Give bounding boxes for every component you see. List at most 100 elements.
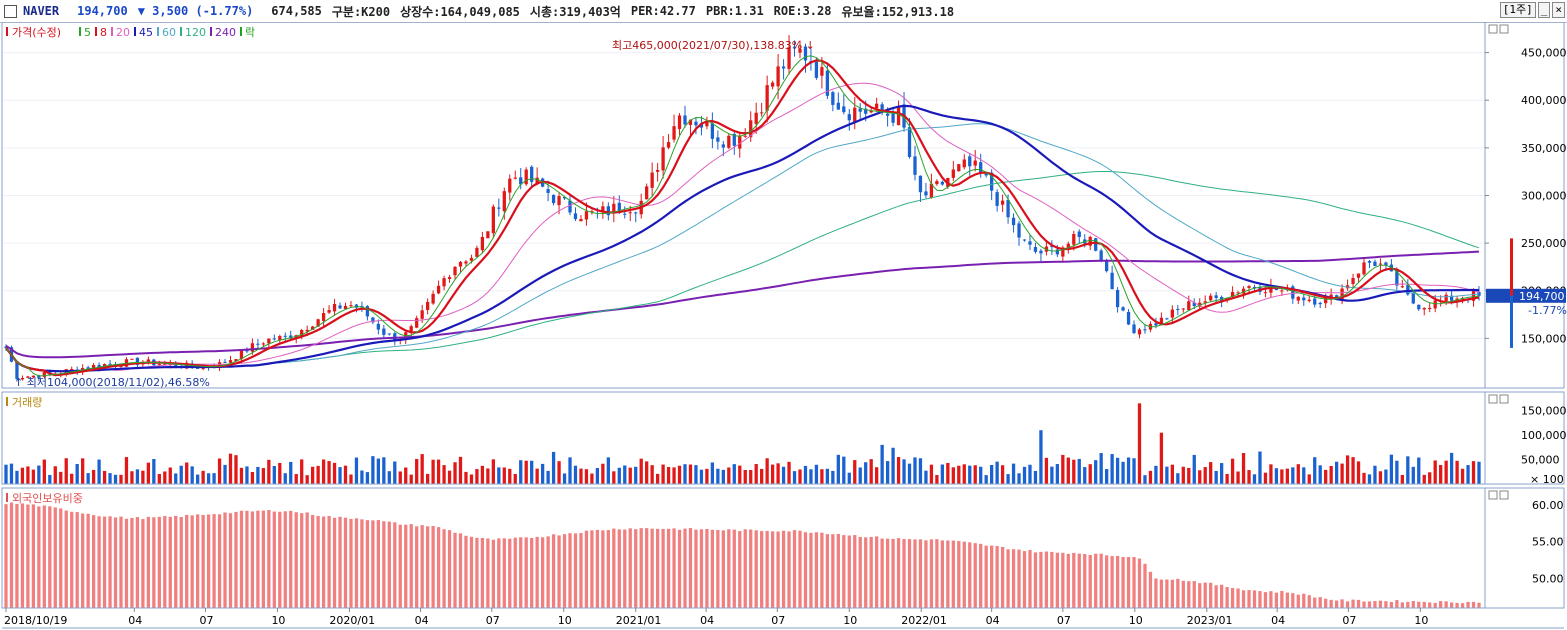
volume-bar bbox=[617, 467, 621, 484]
foreign-ratio-bar bbox=[86, 513, 90, 608]
foreign-ratio-bar bbox=[617, 529, 621, 608]
chart-labels: 가격(수정) 5 8 20 45 60 120 240 락최고465,000(2021/07/3… bbox=[4, 26, 1567, 627]
volume-bar bbox=[1439, 465, 1443, 484]
candle-body bbox=[1110, 272, 1114, 290]
foreign-ratio-bar bbox=[409, 524, 413, 608]
volume-bar bbox=[1077, 458, 1081, 484]
candle-body bbox=[300, 330, 304, 337]
volume-bar bbox=[907, 463, 912, 484]
candle-body bbox=[530, 166, 534, 182]
volume-bar bbox=[321, 459, 326, 484]
volume-bar bbox=[1362, 472, 1366, 484]
foreign-ratio-bar bbox=[792, 530, 797, 608]
foreign-ratio-bar bbox=[415, 526, 419, 608]
foreign-ratio-bar bbox=[973, 543, 977, 608]
foreign-ratio-bar bbox=[376, 520, 380, 608]
moving-averages bbox=[5, 55, 1480, 377]
candle-body bbox=[86, 367, 90, 369]
candle-body bbox=[1137, 329, 1142, 335]
candle-body bbox=[688, 119, 693, 125]
candle-body bbox=[1340, 288, 1344, 300]
foreign-ratio-bar bbox=[1176, 578, 1180, 608]
candle-body bbox=[464, 261, 468, 264]
volume-bar bbox=[223, 464, 227, 484]
foreign-ratio-bar bbox=[1241, 590, 1246, 608]
foreign-ratio-bar bbox=[962, 541, 966, 608]
volume-bar bbox=[1373, 465, 1377, 484]
candle-body bbox=[469, 257, 474, 261]
foreign-ratio-bar bbox=[267, 509, 271, 608]
volume-bar bbox=[749, 469, 753, 484]
ma8-line bbox=[5, 59, 1480, 377]
candle-body bbox=[1165, 318, 1169, 320]
foreign-ratio-bar bbox=[891, 538, 895, 608]
foreign-ratio-bar bbox=[721, 530, 725, 608]
volume-bar bbox=[760, 468, 764, 484]
volume-tick-label: 100,000 bbox=[1521, 429, 1567, 442]
foreign-ratio-bar bbox=[814, 532, 819, 608]
foreign-ratio-bar bbox=[1302, 593, 1306, 608]
candle-body bbox=[710, 123, 715, 139]
foreign-ratio-bar bbox=[1061, 552, 1065, 608]
volume-bar bbox=[1389, 454, 1394, 484]
volume-bar bbox=[1066, 457, 1070, 484]
volume-bar bbox=[371, 456, 375, 484]
volume-bar bbox=[360, 470, 364, 484]
volume-bar bbox=[354, 457, 359, 484]
foreign-ratio-bar bbox=[1307, 595, 1311, 608]
foreign-ratio-bar bbox=[398, 524, 402, 608]
retention-ratio: 유보율:152,913.18 bbox=[841, 4, 955, 19]
volume-bar bbox=[1110, 454, 1114, 484]
candle-body bbox=[1132, 324, 1136, 334]
foreign-ratio-bar bbox=[1324, 598, 1328, 608]
candle-body bbox=[760, 112, 764, 114]
period-button[interactable]: [1주] bbox=[1499, 2, 1536, 18]
volume-bar bbox=[42, 459, 46, 484]
foreign-ratio-bar bbox=[354, 518, 359, 608]
candle-body bbox=[924, 191, 928, 196]
volume-bar bbox=[1351, 457, 1355, 484]
legend-label: 45 bbox=[139, 26, 153, 39]
candle-body bbox=[940, 181, 945, 185]
candle-body bbox=[1017, 223, 1021, 238]
volume-bar bbox=[152, 458, 156, 484]
foreign-ratio-bar bbox=[360, 519, 364, 608]
candle-body bbox=[546, 189, 550, 193]
volume-bar bbox=[990, 464, 994, 484]
volume-value: 674,585 bbox=[271, 4, 322, 18]
foreign-ratio-bar bbox=[1422, 601, 1426, 608]
volume-bar bbox=[86, 473, 90, 484]
volume-bar bbox=[979, 466, 983, 484]
foreign-ratio-bar bbox=[535, 536, 539, 608]
foreign-ratio-bar bbox=[1110, 556, 1114, 608]
foreign-ratio-bar bbox=[513, 537, 517, 608]
candle-body bbox=[787, 47, 791, 69]
foreign-ratio-bar bbox=[1378, 600, 1383, 608]
chart-area[interactable]: 가격(수정) 5 8 20 45 60 120 240 락최고465,000(2021/07/3… bbox=[0, 22, 1567, 630]
volume-bar bbox=[546, 470, 550, 484]
volume-bar bbox=[1033, 470, 1038, 484]
foreign-ratio-bar bbox=[1137, 558, 1142, 608]
volume-bar bbox=[721, 469, 725, 484]
stock-name[interactable]: NAVER bbox=[23, 4, 60, 18]
foreign-ratio-bar bbox=[1088, 554, 1092, 608]
volume-bar bbox=[557, 461, 561, 484]
volume-bar bbox=[163, 471, 167, 484]
volume-bar bbox=[1378, 471, 1383, 484]
foreign-ratio-bar bbox=[272, 511, 276, 608]
foreign-ratio-bar bbox=[645, 528, 649, 608]
candle-body bbox=[245, 350, 249, 352]
candle-body bbox=[447, 277, 452, 279]
candle-body bbox=[261, 343, 266, 345]
volume-bar bbox=[540, 463, 545, 484]
close-button[interactable]: × bbox=[1552, 2, 1565, 18]
volume-bar bbox=[1225, 473, 1229, 484]
minimize-button[interactable]: _ bbox=[1537, 2, 1551, 18]
volume-bar bbox=[102, 470, 107, 484]
candle-body bbox=[1269, 285, 1273, 293]
volume-bar bbox=[727, 467, 731, 484]
select-checkbox[interactable] bbox=[4, 4, 17, 18]
volume-bar bbox=[995, 461, 999, 484]
candle-body bbox=[1356, 273, 1361, 278]
foreign-ratio-bar bbox=[1148, 571, 1153, 608]
